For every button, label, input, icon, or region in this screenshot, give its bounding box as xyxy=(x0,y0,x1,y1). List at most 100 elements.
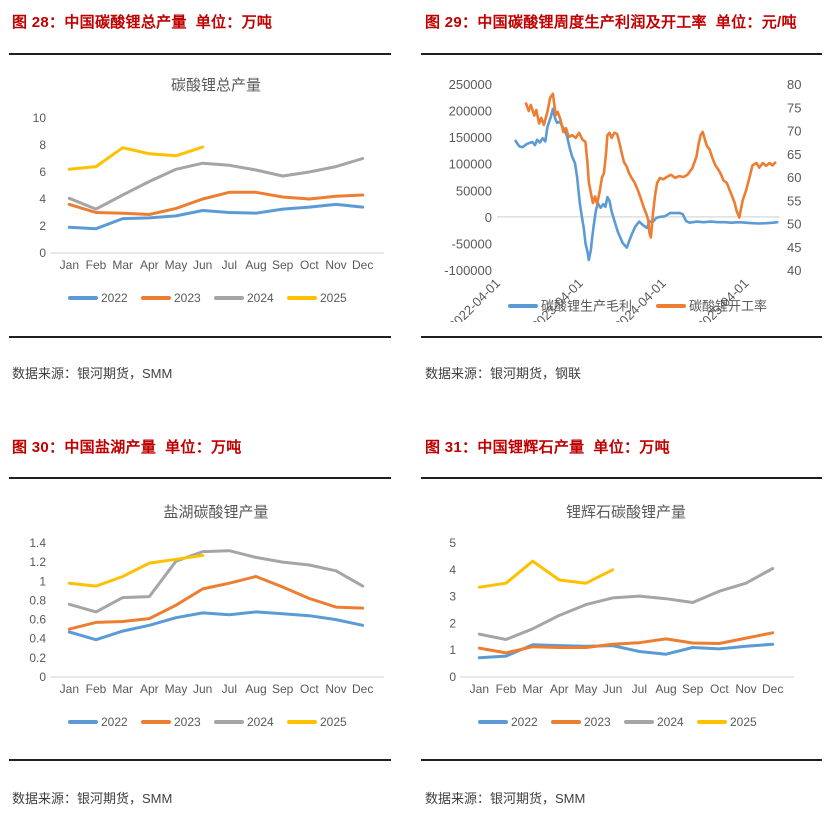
series-line-2024 xyxy=(477,567,775,641)
figure-28-title: 图 28：中国碳酸锂总产量 单位：万吨 xyxy=(12,14,273,31)
x-tick-label: Feb xyxy=(86,258,107,272)
figure-31-title: 图 31：中国锂辉石产量 单位：万吨 xyxy=(425,439,670,456)
right-axis-label: 65 xyxy=(787,147,801,162)
left-axis-label: -100000 xyxy=(444,263,492,278)
left-axis-label: 250000 xyxy=(449,77,492,92)
x-tick-label: Nov xyxy=(735,682,756,696)
x-tick-label: Jun xyxy=(603,682,622,696)
legend-label-2024: 2024 xyxy=(657,715,684,729)
series-line-碳酸锂开工率 xyxy=(524,92,777,239)
series-line-2022 xyxy=(67,610,365,642)
figure-28-bottom-rule xyxy=(9,336,391,338)
chart-weekly-profit-and-operating-rate: 250000 200000 150000 100000 50000 0 -50000 -100… xyxy=(444,77,801,322)
legend-label-2022: 2022 xyxy=(101,715,128,729)
chart-lithium-carbonate-total-production: 碳酸锂总产量 0 2 4 6 8 10 Jan Feb Mar Apr May Jun Jul Aug Sep… xyxy=(33,77,384,305)
x-tick-label: Aug xyxy=(245,258,266,272)
left-axis-label: 150000 xyxy=(449,130,492,145)
legend-label-2023: 2023 xyxy=(584,715,611,729)
left-axis-label: 100000 xyxy=(449,157,492,172)
x-tick-label: Oct xyxy=(300,682,319,696)
figure-31-source: 数据来源：银河期货，SMM xyxy=(425,791,586,806)
left-axis-label: 0 xyxy=(485,210,492,225)
y-tick-label: 4 xyxy=(449,563,456,577)
legend-label-2024: 2024 xyxy=(247,291,274,305)
legend-label-2022: 2022 xyxy=(511,715,538,729)
y-tick-label: 1.2 xyxy=(29,555,46,569)
figure-29-top-rule xyxy=(421,53,822,55)
series-line-2025 xyxy=(477,559,615,589)
x-tick-label: Mar xyxy=(522,682,543,696)
figure-30-source: 数据来源：银河期货，SMM xyxy=(12,791,173,806)
x-tick-label: Mar xyxy=(112,682,133,696)
series-line-2023 xyxy=(477,631,775,655)
y-tick-label: 1 xyxy=(449,643,456,657)
y-tick-label: 2 xyxy=(39,219,46,233)
x-tick-label: May xyxy=(165,258,188,272)
y-tick-label: 5 xyxy=(449,536,456,550)
y-tick-label: 6 xyxy=(39,165,46,179)
x-tick-label: May xyxy=(165,682,188,696)
chart-title: 盐湖碳酸锂产量 xyxy=(163,504,268,521)
y-tick-label: 0 xyxy=(449,670,456,684)
y-tick-label: 1.4 xyxy=(29,536,46,550)
legend-label-2025: 2025 xyxy=(730,715,757,729)
series-line-2024 xyxy=(67,549,365,614)
x-tick-label: Dec xyxy=(352,258,373,272)
x-tick-label: Nov xyxy=(325,258,346,272)
y-tick-label: 0 xyxy=(39,246,46,260)
figure-28-source: 数据来源：银河期货，SMM xyxy=(12,366,173,381)
x-tick-label: Aug xyxy=(245,682,266,696)
y-tick-label: 0.4 xyxy=(29,632,46,646)
chart-title: 碳酸锂总产量 xyxy=(171,77,261,94)
right-axis-label: 55 xyxy=(787,193,801,208)
figure-30-top-rule xyxy=(9,477,391,479)
y-tick-label: 10 xyxy=(33,111,47,125)
legend-label-2025: 2025 xyxy=(320,715,347,729)
figure-29-source: 数据来源：银河期货，钢联 xyxy=(425,366,582,381)
legend-label-2022: 2022 xyxy=(101,291,128,305)
x-tick-label: Mar xyxy=(112,258,133,272)
legend-label-2025: 2025 xyxy=(320,291,347,305)
right-axis-label: 50 xyxy=(787,217,801,232)
right-axis-label: 40 xyxy=(787,263,801,278)
x-tick-label: Jun xyxy=(193,682,212,696)
x-tick-label: Nov xyxy=(325,682,346,696)
y-tick-label: 4 xyxy=(39,192,46,206)
x-tick-label: Jul xyxy=(632,682,647,696)
right-axis-label: 75 xyxy=(787,100,801,115)
left-axis-label: -50000 xyxy=(452,236,492,251)
chart-salt-lake-lithium-production: 盐湖碳酸锂产量 0 0.2 0.4 0.6 0.8 1 1.2 1.4 Jan Feb Mar Apr M… xyxy=(29,504,384,729)
x-tick-label: Apr xyxy=(140,682,159,696)
right-axis-label: 60 xyxy=(787,170,801,185)
series-line-2023 xyxy=(67,575,365,631)
x-tick-label: Feb xyxy=(496,682,517,696)
y-tick-label: 3 xyxy=(449,590,456,604)
x-tick-label: Feb xyxy=(86,682,107,696)
figure-29-title: 图 29：中国碳酸锂周度生产利润及开工率 单位：元/吨 xyxy=(425,14,797,31)
x-tick-label: Jan xyxy=(470,682,489,696)
legend-label-2023: 2023 xyxy=(174,715,201,729)
chart-spodumene-lithium-production: 锂辉石碳酸锂产量 0 1 2 3 4 5 Jan Feb Mar Apr May Jun Jul Aug Se… xyxy=(449,504,794,729)
left-axis-label: 200000 xyxy=(449,104,492,119)
series-line-碳酸锂生产毛利 xyxy=(514,107,779,262)
series-line-2024 xyxy=(67,157,365,211)
x-tick-label: Jan xyxy=(60,682,79,696)
x-tick-label: Jul xyxy=(222,682,237,696)
legend-label-2023: 2023 xyxy=(174,291,201,305)
x-tick-label: 2022-04-01 xyxy=(445,276,503,322)
y-tick-label: 2 xyxy=(449,616,456,630)
x-tick-label: Sep xyxy=(272,682,294,696)
x-tick-label: Sep xyxy=(272,258,294,272)
series-line-2022 xyxy=(67,202,365,231)
x-tick-label: Sep xyxy=(682,682,704,696)
x-tick-label: Dec xyxy=(352,682,373,696)
x-tick-label: Apr xyxy=(550,682,569,696)
right-axis-label: 70 xyxy=(787,124,801,139)
figure-29-bottom-rule xyxy=(421,336,822,338)
x-tick-label: May xyxy=(575,682,598,696)
left-axis-label: 50000 xyxy=(456,183,492,198)
y-tick-label: 0.2 xyxy=(29,651,46,665)
x-tick-label: Jul xyxy=(222,258,237,272)
right-axis-label: 45 xyxy=(787,240,801,255)
